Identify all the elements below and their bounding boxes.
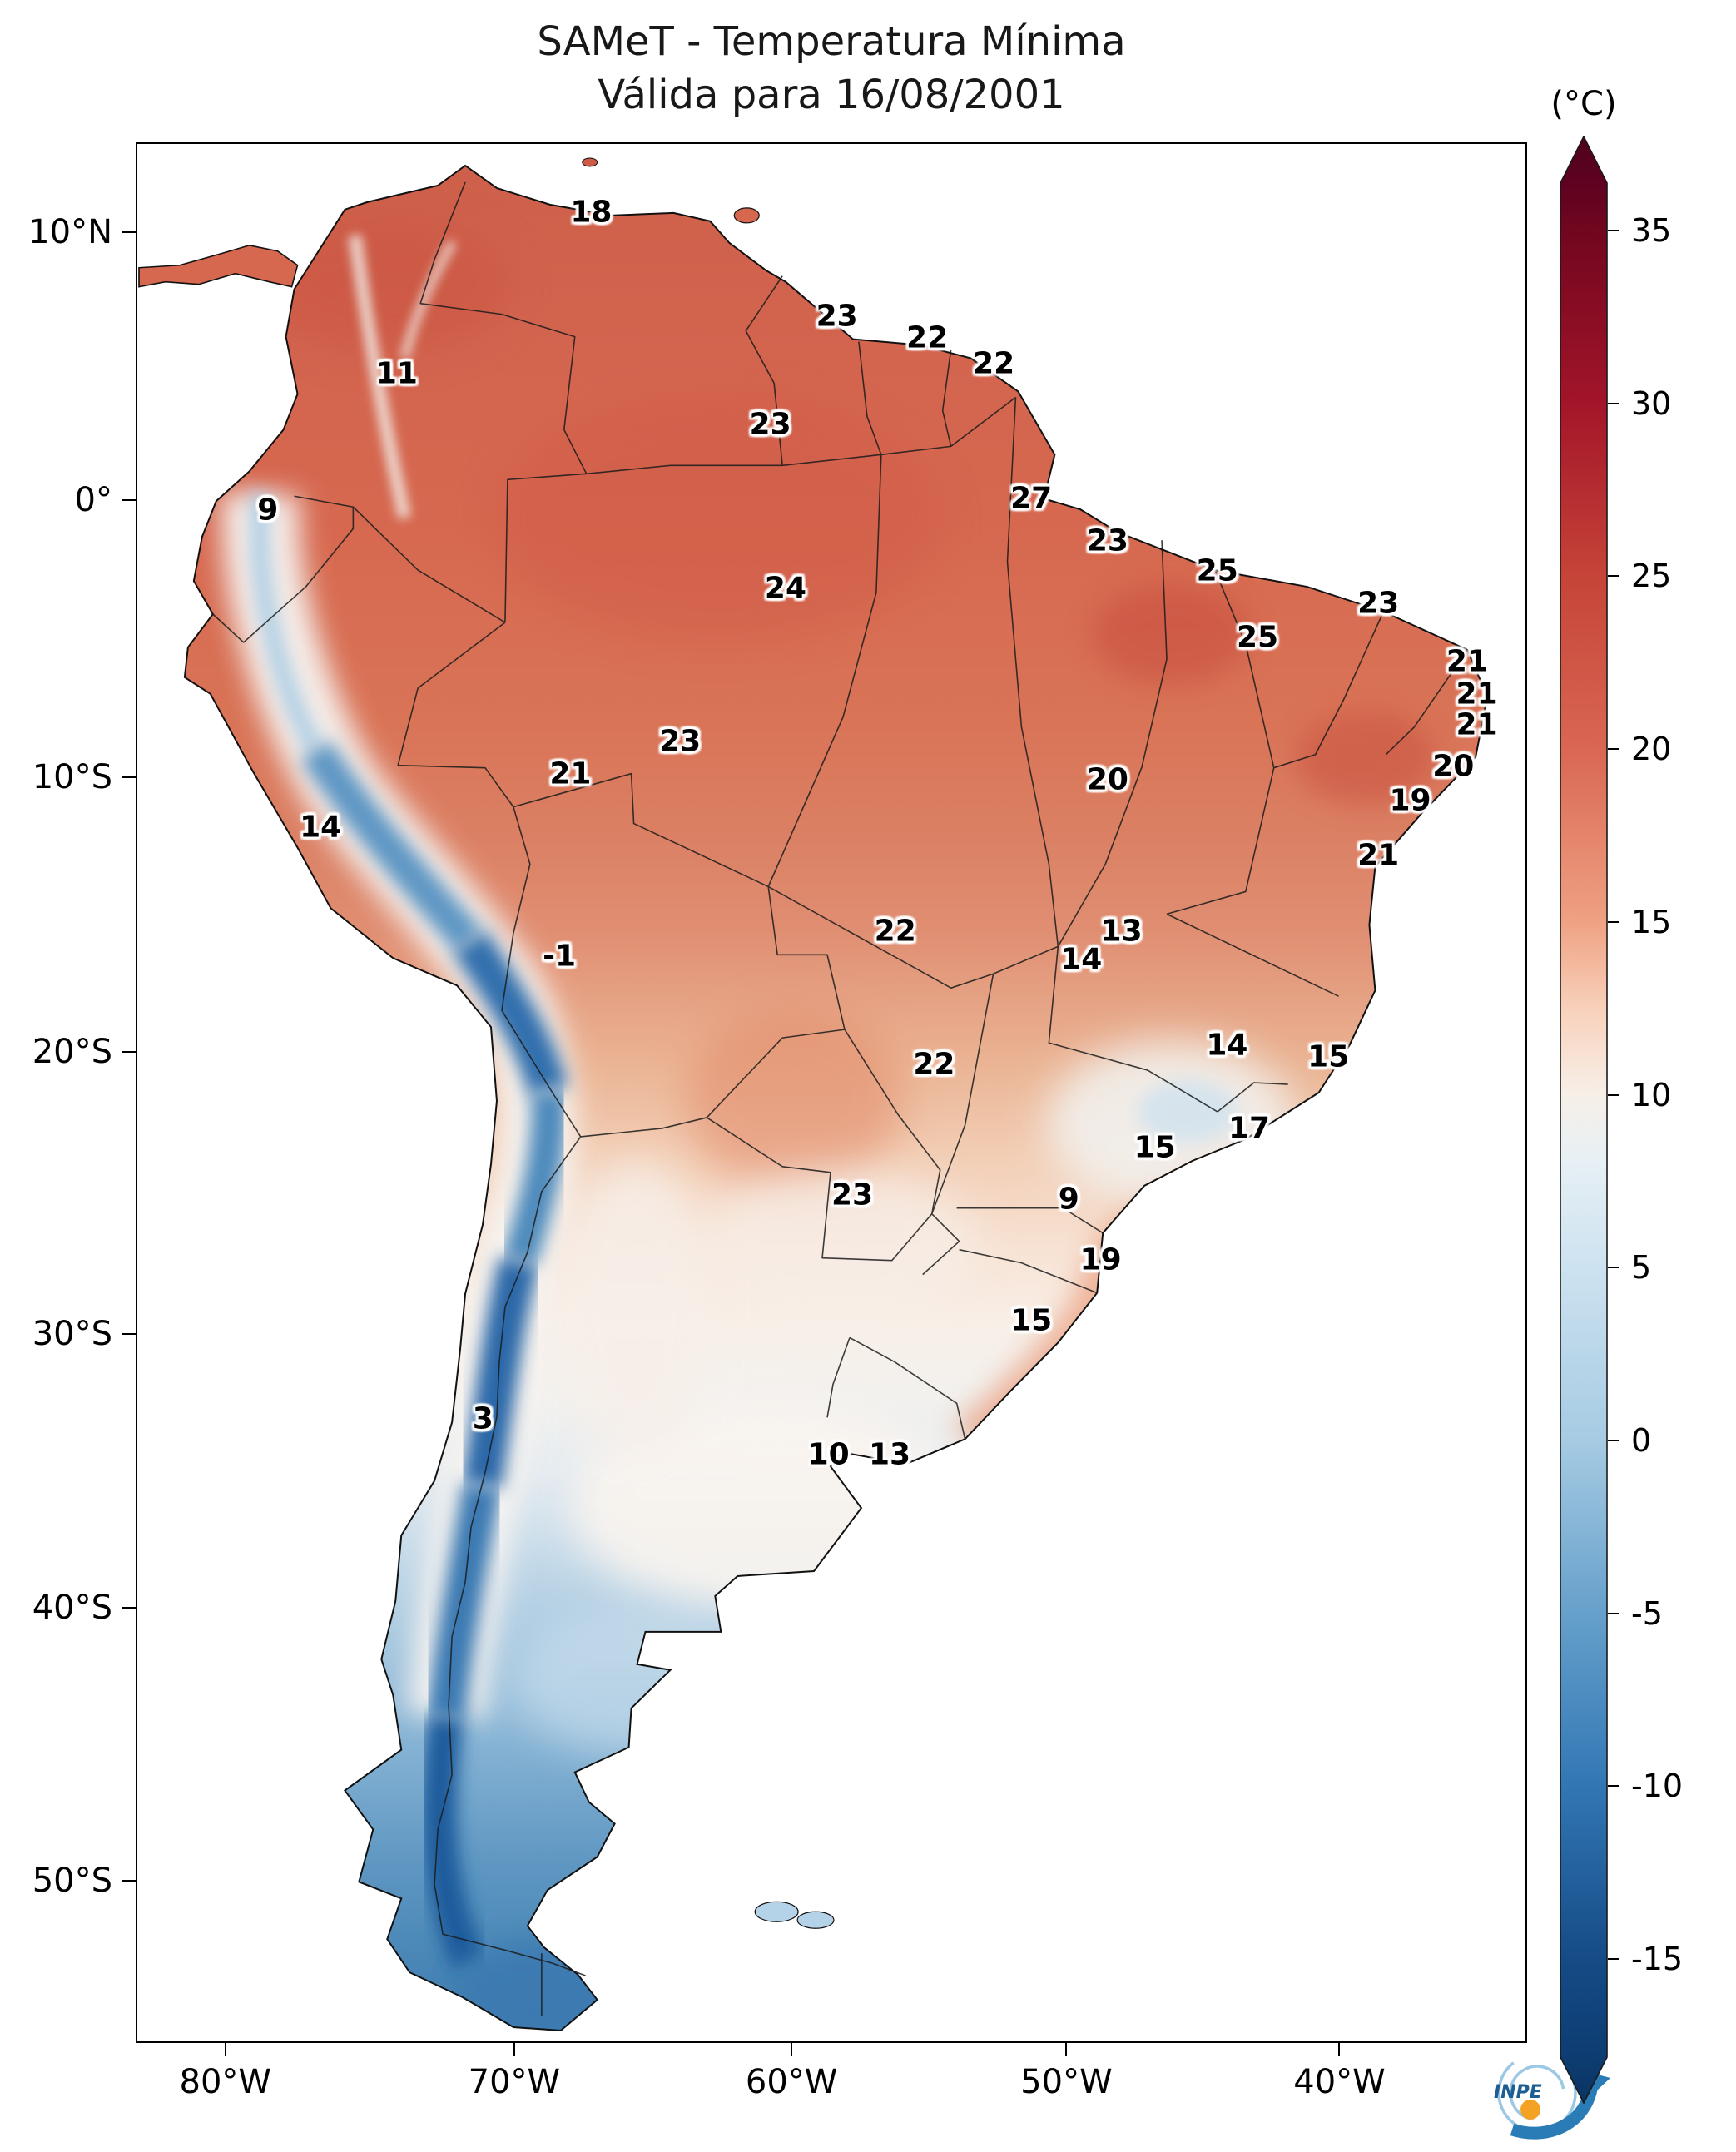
lat-tick-label: 0° — [74, 481, 112, 520]
colorbar-tick-label: 0 — [1631, 1421, 1652, 1459]
trinidad-island — [733, 207, 760, 224]
logo-orange-dot — [1520, 2100, 1540, 2120]
chart-title-block: SAMeT - Temperatura Mínima Válida para 1… — [136, 18, 1527, 118]
lon-tick-label: 70°W — [468, 2063, 561, 2101]
lon-tick-label: 60°W — [745, 2063, 838, 2101]
colorbar-tick-label: -10 — [1631, 1768, 1684, 1805]
colorbar-tick-mark — [1608, 575, 1619, 578]
south-america-map — [138, 157, 1489, 2032]
colorbar-tick-label: 10 — [1631, 1076, 1672, 1113]
lat-tick-label: 10°N — [28, 212, 112, 251]
colorbar-tick-label: -15 — [1631, 1940, 1684, 1977]
lon-tick-mark — [791, 2043, 793, 2056]
lat-tick-label: 40°S — [32, 1588, 112, 1627]
lat-tick-label: 50°S — [32, 1862, 112, 1901]
lon-tick-mark — [224, 2043, 226, 2056]
falkland-east-island — [796, 1911, 835, 1929]
lat-tick-mark — [122, 1050, 136, 1053]
colorbar — [1560, 136, 1608, 2104]
colorbar-tick-mark — [1608, 1612, 1619, 1614]
chart-subtitle: Válida para 16/08/2001 — [598, 72, 1065, 118]
lon-tick-mark — [1338, 2043, 1341, 2056]
lon-tick-label: 40°W — [1293, 2063, 1386, 2101]
colorbar-tick-label: 35 — [1631, 211, 1672, 249]
caribbean-islet — [582, 157, 598, 167]
inpe-logo-text: INPE — [1494, 2082, 1542, 2103]
colorbar-tick-mark — [1608, 1957, 1619, 1960]
colorbar-tick-label: 30 — [1631, 384, 1672, 422]
map-plot-area: 18 23 22 22 11 23 9 27 23 25 24 25 23 21 21 21 23 20 21 20 1… — [28, 142, 1610, 2140]
inpe-logo: INPE — [1469, 2033, 1635, 2152]
colorbar-tick-mark — [1608, 748, 1619, 751]
lat-tick-mark — [122, 231, 136, 233]
colorbar-tick-mark — [1608, 1093, 1619, 1096]
lon-tick-mark — [1065, 2043, 1068, 2056]
chart-title: SAMeT - Temperatura Mínima — [537, 18, 1126, 65]
falkland-west-island — [754, 1901, 799, 1922]
lat-tick-mark — [122, 1880, 136, 1882]
lat-tick-label: 20°S — [32, 1032, 112, 1071]
lat-tick-label: 10°S — [32, 757, 112, 796]
lat-tick-mark — [122, 1332, 136, 1335]
colorbar-unit-label: (°C) — [1550, 85, 1617, 123]
colorbar-tick-mark — [1608, 229, 1619, 231]
lat-tick-mark — [122, 776, 136, 778]
colorbar-tick-label: 25 — [1631, 558, 1672, 595]
country-state-borders — [212, 181, 1468, 2017]
lon-tick-label: 80°W — [179, 2063, 271, 2101]
colorbar-tick-mark — [1608, 920, 1619, 923]
colorbar-tick-label: 5 — [1631, 1249, 1652, 1287]
lon-tick-mark — [513, 2043, 515, 2056]
lat-tick-label: 30°S — [32, 1314, 112, 1353]
panama-isthmus — [138, 244, 299, 288]
inpe-logo-graphic: INPE — [1494, 2053, 1610, 2140]
colorbar-tick-label: -5 — [1631, 1594, 1663, 1632]
lon-tick-label: 50°W — [1020, 2063, 1113, 2101]
colorbar-tick-label: 15 — [1631, 903, 1672, 940]
coastline — [183, 164, 1489, 2032]
colorbar-tick-mark — [1608, 1439, 1619, 1441]
colorbar-tick-mark — [1608, 1267, 1619, 1269]
lat-tick-mark — [122, 499, 136, 502]
lat-tick-mark — [122, 1606, 136, 1609]
colorbar-tick-label: 20 — [1631, 731, 1672, 768]
colorbar-tick-mark — [1608, 1785, 1619, 1788]
colorbar-tick-mark — [1608, 402, 1619, 404]
colorbar-gradient-bar — [1560, 136, 1608, 2104]
